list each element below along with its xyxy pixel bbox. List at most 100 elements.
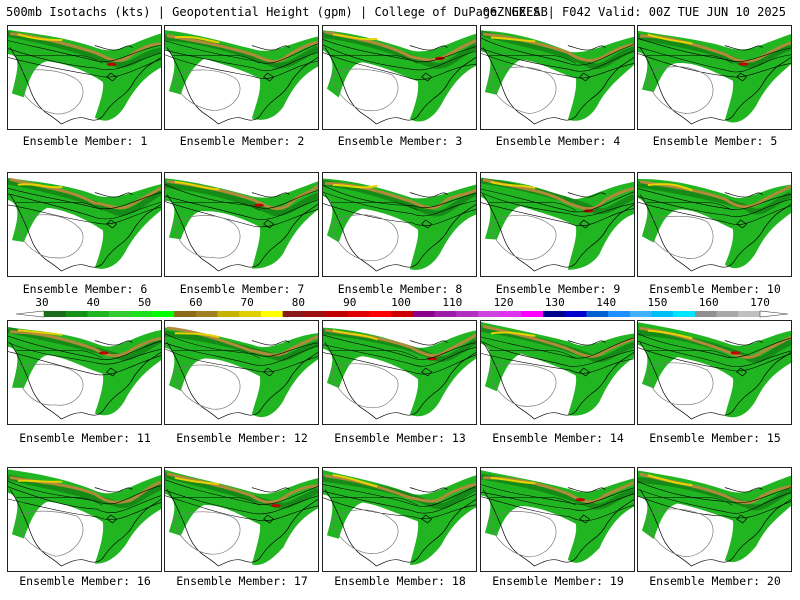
height-contour [165, 333, 318, 357]
member-label: Ensemble Member: 9 [495, 282, 621, 296]
member-map [8, 29, 161, 125]
height-contour [323, 203, 476, 226]
height-contour [638, 201, 791, 225]
member-map [323, 327, 476, 420]
country-border [15, 202, 103, 211]
height-contour [165, 184, 318, 209]
jet-streak-max [575, 498, 586, 502]
country-border [488, 202, 576, 211]
colorbar-swatch [217, 311, 240, 317]
colorbar-swatch [44, 311, 66, 317]
member-map [481, 30, 634, 125]
country-border [15, 55, 103, 64]
chart-header: 500mb Isotachs (kts) | Geopotential Heig… [0, 0, 800, 24]
height-contour [323, 490, 476, 514]
height-contour [481, 492, 634, 511]
member-map [8, 327, 161, 420]
height-contour [638, 340, 791, 367]
wind-field-shading [638, 178, 791, 269]
member-map [165, 30, 318, 125]
jet-max-shading [490, 181, 536, 190]
jet-max-shading [17, 33, 63, 42]
country-border [645, 55, 733, 64]
header-title-left: 500mb Isotachs (kts) | Geopotential Heig… [6, 5, 548, 19]
colorbar-tick-label: 40 [86, 296, 100, 309]
height-contour [165, 40, 318, 64]
member-map [638, 30, 791, 125]
jet-streak-max [106, 62, 117, 66]
colorbar-swatch [412, 311, 435, 317]
member-label: Ensemble Member: 5 [652, 134, 778, 148]
height-contour [165, 495, 318, 522]
jet-streak-max [270, 504, 281, 508]
member-map-panel [322, 172, 477, 277]
member-map-panel [322, 25, 477, 130]
member-map [165, 326, 318, 420]
member-map-panel [7, 172, 162, 277]
colorbar-bar [15, 310, 789, 318]
height-contour-low [490, 66, 557, 114]
height-contour [323, 334, 476, 360]
wind-core-shading [323, 32, 476, 69]
height-contour [323, 352, 476, 375]
member-map-panel [164, 172, 319, 277]
coastline [639, 45, 791, 125]
colorbar-swatch [87, 311, 110, 317]
height-contour-low [17, 69, 84, 115]
colorbar-low-arrow [15, 310, 45, 318]
colorbar-swatch [304, 311, 327, 317]
member-label: Ensemble Member: 19 [492, 574, 624, 588]
height-contour [323, 185, 476, 208]
member-label: Ensemble Member: 14 [492, 431, 624, 445]
height-contour [8, 48, 161, 71]
member-label: Ensemble Member: 11 [19, 431, 151, 445]
member-map-panel [164, 467, 319, 572]
country-border [488, 497, 576, 506]
member-map-panel [164, 25, 319, 130]
height-contour [481, 496, 634, 521]
height-contour-low [332, 509, 399, 554]
jet-max-shading [647, 183, 693, 192]
member-label: Ensemble Member: 1 [22, 134, 148, 148]
member-map-panel [637, 467, 792, 572]
jet-max-shading [174, 476, 220, 486]
coastline [639, 192, 791, 272]
height-contour [8, 498, 161, 521]
member-label: Ensemble Member: 2 [179, 134, 305, 148]
member-map [8, 469, 161, 567]
colorbar-tick-label: 100 [391, 296, 411, 309]
country-border [172, 202, 260, 211]
height-contour-low [332, 68, 399, 111]
wind-field-shading [8, 178, 161, 269]
wind-field-shading [8, 327, 161, 416]
member-map [481, 470, 634, 567]
wind-field-shading [165, 30, 318, 120]
colorbar-swatch [694, 311, 717, 317]
wind-field-shading [323, 30, 476, 122]
jet-max-shading [647, 474, 693, 487]
height-contour [638, 46, 791, 73]
wind-field-shading [165, 178, 318, 269]
member-label: Ensemble Member: 17 [176, 574, 308, 588]
member-map [481, 177, 634, 272]
height-contour [323, 344, 476, 367]
height-contour-low [490, 511, 557, 558]
country-border [330, 350, 418, 359]
wind-field-shading [638, 470, 791, 563]
height-contour-low [174, 69, 241, 111]
height-contour-low [647, 362, 714, 405]
height-contour-low [490, 214, 557, 261]
wind-field-shading [165, 327, 318, 418]
wind-field-shading [165, 469, 318, 565]
colorbar-high-arrow [759, 310, 789, 318]
jet-streak-max [427, 357, 437, 361]
member-label: Ensemble Member: 20 [649, 574, 781, 588]
jet-max-shading [332, 329, 378, 341]
colorbar-tick-label: 30 [35, 296, 49, 309]
member-map [165, 178, 318, 272]
height-contour [323, 39, 476, 63]
country-border [488, 55, 576, 64]
height-contour [481, 192, 634, 217]
country-border [645, 350, 733, 359]
coastline [166, 45, 318, 125]
